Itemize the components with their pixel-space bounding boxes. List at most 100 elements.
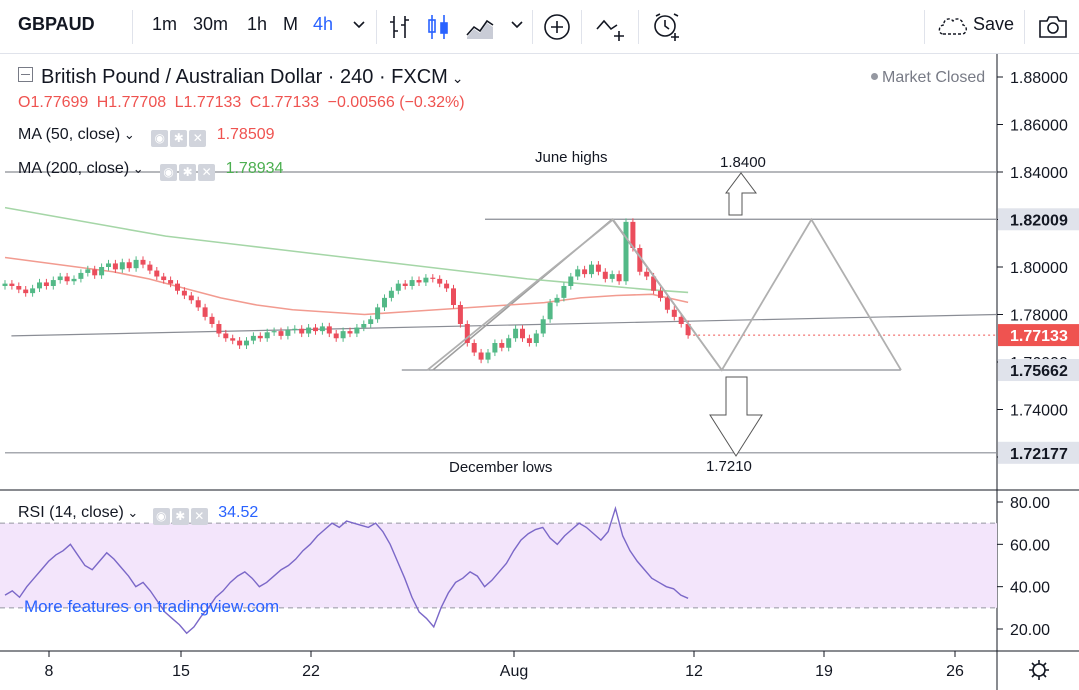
ma200-chevron-icon[interactable]: ⌄ bbox=[129, 161, 144, 176]
candle-body bbox=[451, 288, 456, 305]
candle-body bbox=[485, 352, 491, 360]
add-indicator-plus-icon[interactable] bbox=[543, 13, 571, 46]
symbol-description: British Pound / Australian Dollar · 240 … bbox=[41, 66, 448, 88]
close-icon[interactable]: ✕ bbox=[190, 508, 208, 525]
chart-style-chevron-icon[interactable] bbox=[510, 14, 524, 39]
ohlc-readout: O1.77699 H1.77708 L1.77133 C1.77133 −0.0… bbox=[18, 94, 465, 112]
time-tick-label: Aug bbox=[500, 663, 528, 680]
candle-body bbox=[526, 338, 532, 343]
compare-icon[interactable] bbox=[595, 13, 629, 48]
candle-body bbox=[168, 280, 174, 284]
candle-body bbox=[361, 324, 367, 328]
candle-body bbox=[533, 333, 539, 343]
gear-icon[interactable]: ✱ bbox=[170, 130, 188, 147]
candle-body bbox=[147, 264, 153, 271]
interval-1h[interactable]: 1h bbox=[247, 14, 268, 34]
candle-body bbox=[126, 262, 132, 269]
close-icon[interactable]: ✕ bbox=[198, 164, 216, 181]
time-tick-label: 19 bbox=[815, 663, 833, 680]
candles-style-icon[interactable] bbox=[425, 13, 451, 46]
ma50-line bbox=[4, 256, 689, 316]
candle-body bbox=[64, 276, 70, 282]
candle-body bbox=[382, 297, 387, 308]
candle-body bbox=[402, 283, 408, 286]
price-tick-label: 1.88000 bbox=[1010, 70, 1068, 87]
candle-body bbox=[354, 327, 360, 334]
candle-body bbox=[244, 340, 249, 346]
watermark[interactable]: More features on tradingview.com bbox=[24, 597, 280, 616]
candle-body bbox=[658, 290, 663, 298]
candle-body bbox=[595, 264, 601, 272]
candle-body bbox=[16, 286, 22, 290]
candle-body bbox=[651, 276, 657, 291]
collapse-legend-icon[interactable] bbox=[18, 67, 33, 82]
time-tick-label: 15 bbox=[172, 663, 190, 680]
candle-body bbox=[540, 319, 546, 334]
rsi-chevron-icon[interactable]: ⌄ bbox=[123, 505, 139, 520]
candle-body bbox=[250, 335, 256, 341]
interval-dropdown-chevron-icon[interactable] bbox=[352, 14, 366, 39]
eye-icon[interactable]: ◉ bbox=[152, 508, 170, 525]
rsi-legend[interactable]: RSI (14, close) ⌄ ◉ ✱ ✕ 34.52 bbox=[18, 504, 258, 525]
price-tick-label: 1.84000 bbox=[1010, 165, 1068, 182]
interval-30m[interactable]: 30m bbox=[193, 14, 229, 34]
target-down-arrow-icon bbox=[709, 376, 763, 457]
rsi-line bbox=[4, 505, 689, 635]
candle-body bbox=[340, 331, 346, 339]
save-button[interactable]: Save bbox=[973, 14, 1015, 34]
interval-4h[interactable]: 4h bbox=[313, 14, 334, 34]
rsi-tick-label: 80.00 bbox=[1010, 495, 1050, 512]
candle-body bbox=[375, 307, 381, 320]
eye-icon[interactable]: ◉ bbox=[160, 164, 178, 181]
cloud-save-icon[interactable] bbox=[934, 14, 970, 43]
candle-body bbox=[71, 278, 77, 282]
candle-body bbox=[209, 316, 215, 324]
area-style-icon[interactable] bbox=[465, 13, 495, 46]
candle-body bbox=[430, 277, 436, 279]
candle-body bbox=[478, 352, 484, 360]
candle-body bbox=[37, 282, 42, 289]
price-tag bbox=[998, 359, 1079, 382]
interval-M[interactable]: M bbox=[283, 14, 298, 34]
candle-body bbox=[57, 276, 63, 281]
candle-body bbox=[637, 248, 643, 272]
ma50-chevron-icon[interactable]: ⌄ bbox=[120, 127, 135, 142]
chart-title[interactable]: British Pound / Australian Dollar · 240 … bbox=[18, 66, 463, 89]
close-icon[interactable]: ✕ bbox=[189, 130, 207, 147]
chart-area[interactable]: 80.00 60.00 40.00 20.00 1.88000 1.86000 1.840… bbox=[0, 54, 1079, 690]
candle-body bbox=[195, 300, 201, 308]
eye-icon[interactable]: ◉ bbox=[151, 130, 169, 147]
rsi-label[interactable]: RSI (14, close) bbox=[18, 504, 124, 521]
candle-body bbox=[388, 290, 394, 298]
time-tick-label: 12 bbox=[685, 663, 703, 680]
time-tick-label: 22 bbox=[302, 663, 320, 680]
candle-body bbox=[237, 340, 243, 346]
status-dot-icon bbox=[871, 73, 878, 80]
ma50-legend[interactable]: MA (50, close) ⌄ ◉ ✱ ✕ 1.78509 bbox=[18, 126, 275, 147]
rsi-tick-label: 60.00 bbox=[1010, 537, 1050, 554]
gear-icon[interactable]: ✱ bbox=[171, 508, 189, 525]
symbol-search[interactable]: GBPAUD bbox=[18, 14, 95, 34]
gear-icon[interactable]: ✱ bbox=[179, 164, 197, 181]
candle-body bbox=[43, 282, 49, 286]
interval-1m[interactable]: 1m bbox=[152, 14, 178, 34]
candle-body bbox=[50, 280, 56, 286]
title-chevron-icon[interactable]: ⌄ bbox=[447, 70, 464, 86]
candle-body bbox=[85, 269, 91, 273]
ma200-value: 1.78934 bbox=[225, 160, 284, 177]
candle-body bbox=[119, 262, 125, 270]
bars-style-icon[interactable] bbox=[387, 13, 413, 46]
alert-clock-icon[interactable] bbox=[651, 12, 683, 47]
candle-body bbox=[457, 305, 463, 324]
camera-icon[interactable] bbox=[1037, 14, 1069, 45]
ma200-label[interactable]: MA (200, close) bbox=[18, 160, 130, 177]
candle-body bbox=[216, 324, 222, 334]
candle-body bbox=[506, 338, 512, 348]
candle-body bbox=[520, 328, 525, 339]
rsi-tick-label: 20.00 bbox=[1010, 622, 1050, 639]
rsi-band bbox=[0, 523, 997, 608]
candle-body bbox=[285, 329, 291, 336]
ma50-label[interactable]: MA (50, close) bbox=[18, 126, 121, 143]
candle-body bbox=[582, 269, 588, 275]
ma200-legend[interactable]: MA (200, close) ⌄ ◉ ✱ ✕ 1.78934 bbox=[18, 160, 283, 181]
